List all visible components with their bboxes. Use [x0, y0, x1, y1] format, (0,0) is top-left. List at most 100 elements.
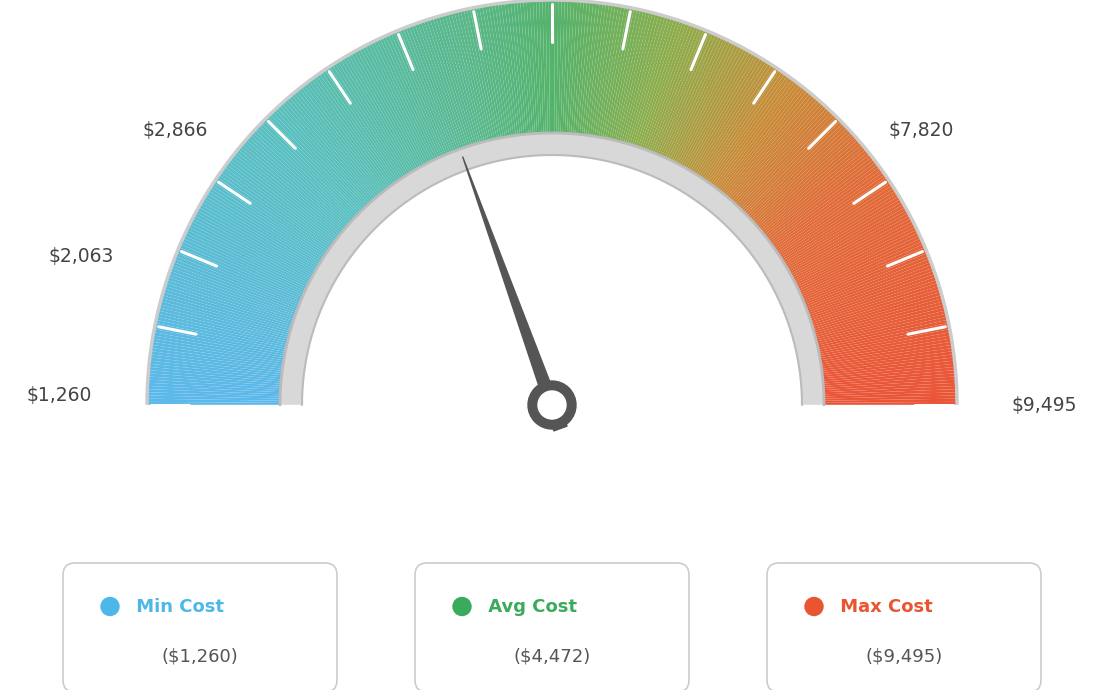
Wedge shape — [325, 68, 401, 180]
Wedge shape — [160, 298, 289, 335]
Wedge shape — [153, 329, 285, 356]
Wedge shape — [716, 83, 800, 190]
Wedge shape — [689, 55, 758, 171]
Wedge shape — [785, 196, 901, 266]
Wedge shape — [616, 11, 649, 141]
Wedge shape — [365, 44, 428, 164]
Wedge shape — [257, 126, 355, 219]
Wedge shape — [452, 12, 487, 141]
Wedge shape — [198, 207, 315, 274]
Wedge shape — [552, 0, 555, 133]
Wedge shape — [736, 108, 829, 207]
Wedge shape — [784, 193, 899, 265]
Wedge shape — [684, 52, 753, 169]
Text: $1,260: $1,260 — [26, 386, 92, 405]
Wedge shape — [317, 74, 395, 184]
Wedge shape — [687, 53, 755, 170]
Wedge shape — [391, 32, 446, 155]
Wedge shape — [800, 241, 924, 297]
Wedge shape — [150, 351, 283, 371]
Wedge shape — [147, 386, 280, 394]
Wedge shape — [192, 215, 311, 279]
Circle shape — [538, 391, 566, 419]
Text: $7,820: $7,820 — [889, 121, 954, 140]
Wedge shape — [704, 70, 783, 181]
Wedge shape — [376, 39, 436, 160]
Wedge shape — [696, 61, 769, 175]
Wedge shape — [607, 8, 637, 139]
FancyBboxPatch shape — [63, 563, 337, 690]
Wedge shape — [758, 142, 862, 230]
Wedge shape — [508, 2, 524, 135]
Wedge shape — [167, 277, 294, 321]
Wedge shape — [806, 262, 932, 311]
Wedge shape — [397, 30, 450, 154]
Polygon shape — [463, 157, 567, 431]
Wedge shape — [818, 319, 948, 350]
Wedge shape — [513, 1, 529, 135]
Wedge shape — [489, 5, 511, 137]
Wedge shape — [501, 3, 520, 135]
Wedge shape — [797, 230, 919, 289]
Wedge shape — [179, 244, 302, 299]
Wedge shape — [189, 224, 309, 286]
Wedge shape — [549, 0, 552, 133]
Text: $2,063: $2,063 — [49, 247, 114, 266]
Wedge shape — [701, 66, 777, 179]
Text: Max Cost: Max Cost — [834, 598, 933, 615]
Wedge shape — [556, 0, 562, 133]
Wedge shape — [464, 9, 495, 139]
Wedge shape — [311, 77, 392, 186]
Wedge shape — [156, 319, 286, 350]
Wedge shape — [824, 373, 956, 386]
Wedge shape — [221, 170, 331, 248]
Wedge shape — [321, 70, 400, 181]
Wedge shape — [761, 144, 864, 232]
Wedge shape — [628, 16, 668, 144]
Wedge shape — [349, 53, 417, 170]
Wedge shape — [275, 108, 368, 207]
Wedge shape — [229, 159, 336, 242]
Wedge shape — [821, 354, 954, 373]
Wedge shape — [824, 386, 957, 394]
Wedge shape — [181, 238, 304, 295]
Wedge shape — [219, 172, 329, 250]
Wedge shape — [804, 250, 927, 303]
Wedge shape — [807, 265, 933, 313]
Wedge shape — [824, 402, 957, 405]
Wedge shape — [776, 175, 887, 252]
Wedge shape — [751, 128, 849, 220]
Text: ($4,472): ($4,472) — [513, 648, 591, 666]
Wedge shape — [811, 286, 940, 327]
Wedge shape — [299, 87, 383, 193]
Wedge shape — [445, 14, 482, 143]
Wedge shape — [149, 364, 282, 380]
Wedge shape — [226, 162, 335, 244]
Wedge shape — [690, 57, 761, 172]
Wedge shape — [236, 149, 341, 235]
Wedge shape — [264, 119, 360, 214]
Wedge shape — [539, 0, 545, 133]
Wedge shape — [319, 72, 397, 182]
Wedge shape — [251, 132, 351, 224]
Wedge shape — [816, 307, 946, 342]
Wedge shape — [752, 130, 851, 222]
Wedge shape — [213, 180, 326, 256]
Wedge shape — [180, 241, 304, 297]
Wedge shape — [523, 1, 535, 134]
Wedge shape — [151, 342, 284, 364]
Wedge shape — [415, 23, 461, 149]
Wedge shape — [234, 152, 340, 237]
Wedge shape — [266, 117, 361, 213]
Wedge shape — [771, 164, 880, 245]
Wedge shape — [584, 3, 603, 135]
Wedge shape — [769, 162, 878, 244]
Wedge shape — [732, 101, 822, 202]
Wedge shape — [304, 83, 388, 190]
Text: $9,495: $9,495 — [1012, 395, 1078, 415]
Wedge shape — [624, 14, 662, 144]
Wedge shape — [406, 26, 456, 151]
Wedge shape — [467, 8, 497, 139]
Wedge shape — [157, 313, 287, 346]
Wedge shape — [636, 20, 680, 147]
